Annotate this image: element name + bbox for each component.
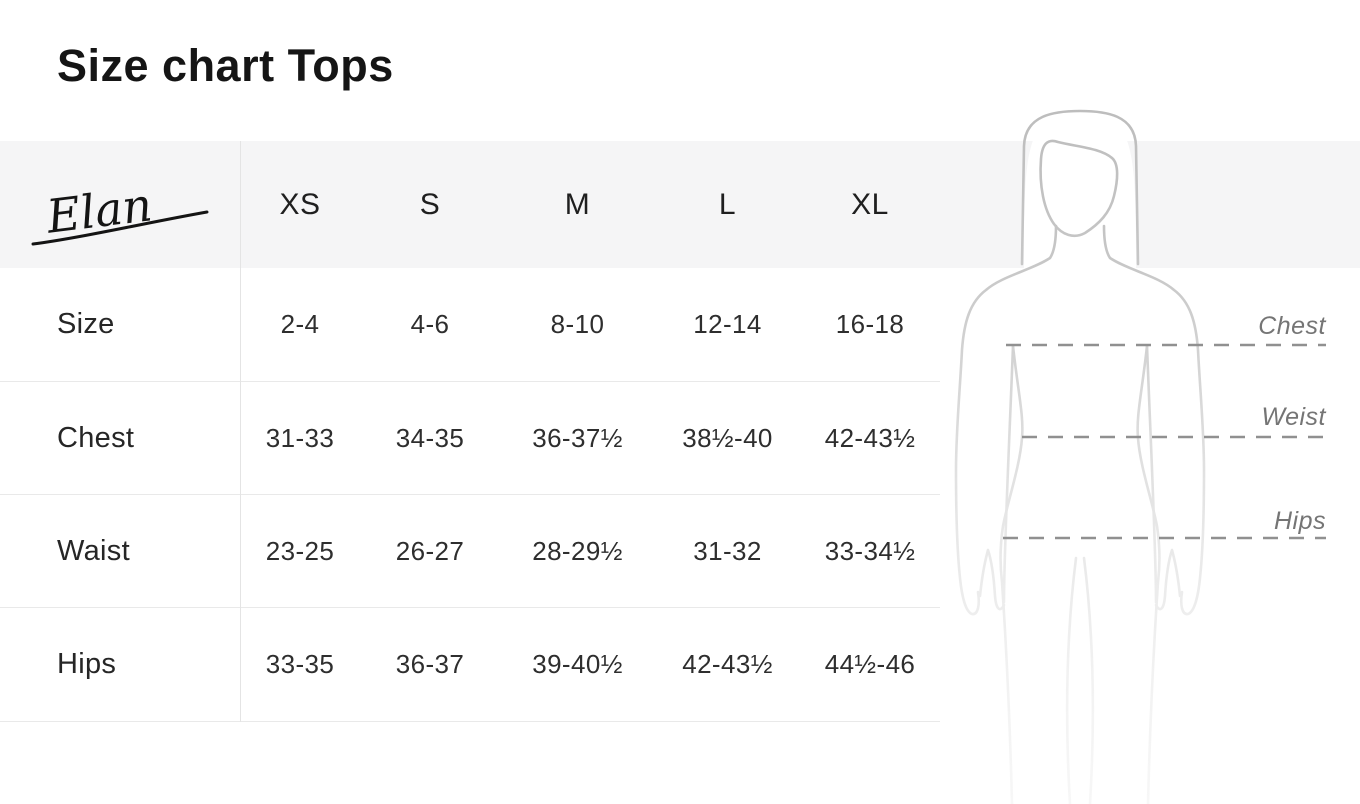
column-header-m: M [564,187,591,221]
figure-inner-left-leg [1065,556,1078,804]
column-header-l: L [718,187,737,221]
waist-cell: 33-34½ [800,495,940,608]
size-cell: 2-4 [240,268,360,382]
brand-logo-signature: Elan [31,177,209,246]
column-header-s: S [419,187,441,221]
hips-measure-label: Hips [1273,507,1326,535]
chest-measure-label: Chest [1258,312,1326,340]
row-label-size: Size [0,268,240,382]
figure-right-torso-outline [1136,344,1161,804]
row-label-hips: Hips [0,608,240,722]
figure-left-inner-arm [1002,344,1015,604]
waist-measure-label: Weist [1261,403,1326,431]
figure-right-inner-arm [1145,344,1158,604]
waist-cell: 26-27 [360,495,500,608]
table-column-divider [240,141,241,722]
hips-cell: 39-40½ [500,608,655,722]
figure-hair-outline [1020,109,1140,266]
hips-cell: 36-37 [360,608,500,722]
size-cell: 8-10 [500,268,655,382]
column-header-xs: XS [279,187,321,221]
figure-left-arm-outline [954,224,1058,616]
size-cell: 16-18 [800,268,940,382]
figure-left-hand [978,548,1006,611]
hips-cell: 44½-46 [800,608,940,722]
chest-cell: 34-35 [360,382,500,495]
chest-cell: 38½-40 [655,382,800,495]
size-cell: 12-14 [655,268,800,382]
brand-logo: Elan [0,141,240,268]
page-title: Size chart Tops [57,40,394,91]
row-label-chest: Chest [0,382,240,495]
size-cell: 4-6 [360,268,500,382]
waist-cell: 28-29½ [500,495,655,608]
waist-cell: 31-32 [655,495,800,608]
chest-cell: 36-37½ [500,382,655,495]
hips-cell: 42-43½ [655,608,800,722]
body-measurement-figure [954,109,1326,804]
size-table: Elan XS S M L XL Size 2-4 4-6 8-10 12-14… [0,141,940,722]
figure-left-torso-outline [999,344,1024,804]
chest-cell: 31-33 [240,382,360,495]
figure-right-arm-outline [1102,224,1206,616]
row-label-waist: Waist [0,495,240,608]
chest-cell: 42-43½ [800,382,940,495]
column-header-xl: XL [851,187,889,221]
figure-face-outline [1039,139,1119,237]
figure-inner-right-leg [1082,556,1095,804]
figure-body-fill [956,112,1204,804]
hips-cell: 33-35 [240,608,360,722]
figure-right-hand [1154,548,1182,611]
brand-logo-underline [31,210,209,246]
waist-cell: 23-25 [240,495,360,608]
